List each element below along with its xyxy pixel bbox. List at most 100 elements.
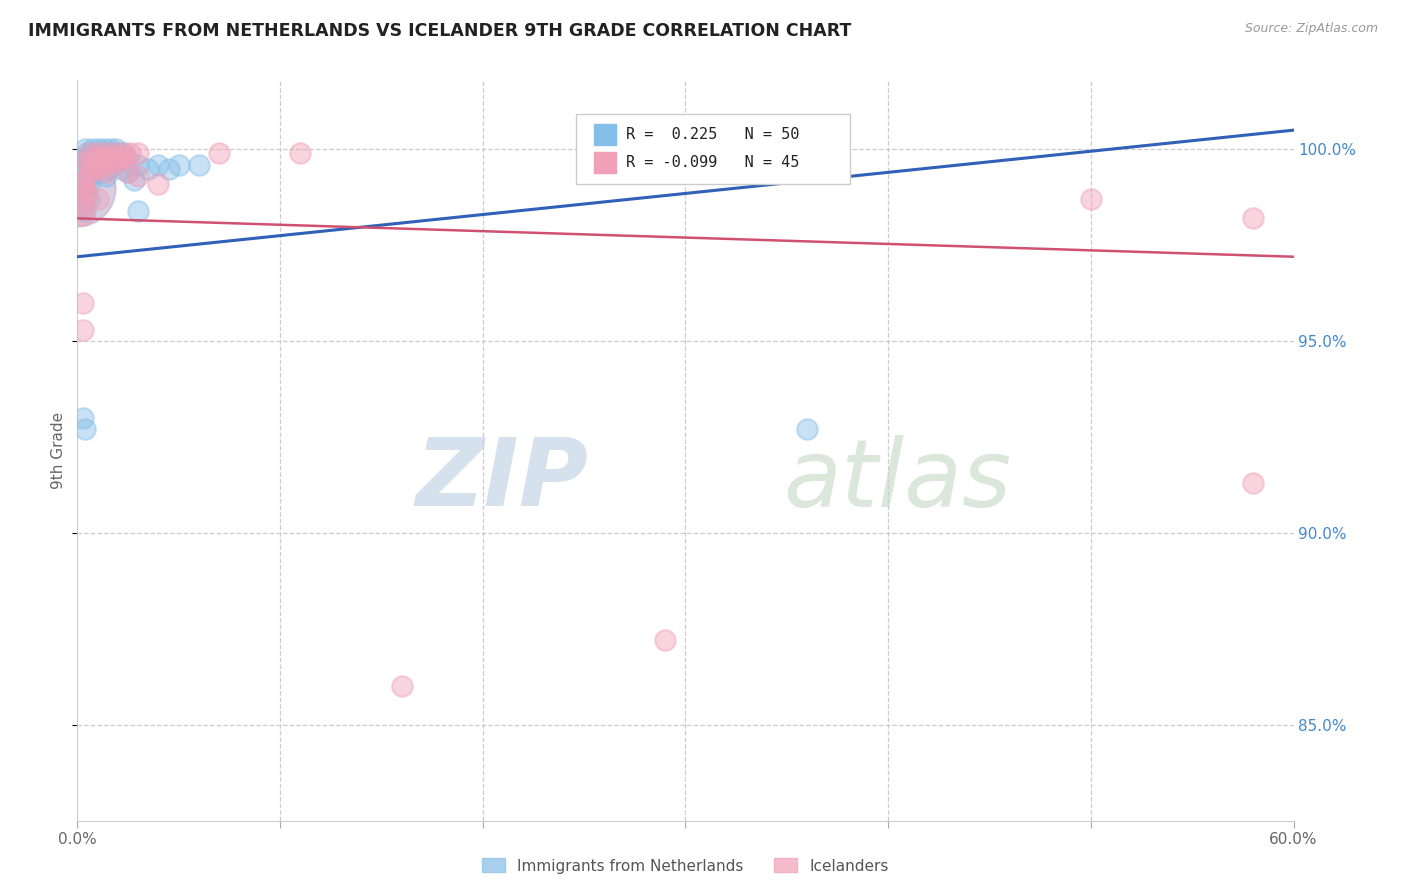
Point	[111, 161, 134, 176]
Point	[101, 153, 124, 168]
Point	[86, 146, 108, 161]
Point	[76, 153, 98, 168]
Point	[111, 146, 134, 161]
Point	[83, 146, 105, 161]
Point	[79, 169, 101, 184]
Point	[136, 161, 159, 176]
Point	[79, 165, 101, 179]
Point	[79, 146, 101, 161]
Point	[75, 142, 97, 156]
Point	[107, 150, 129, 164]
Point	[90, 165, 112, 179]
Point	[107, 153, 129, 168]
Point	[1241, 211, 1264, 226]
Legend: Immigrants from Netherlands, Icelanders: Immigrants from Netherlands, Icelanders	[477, 853, 894, 880]
Point	[117, 165, 139, 179]
Point	[75, 203, 97, 218]
Point	[117, 153, 139, 168]
Point	[101, 146, 124, 161]
Point	[97, 150, 120, 164]
Point	[84, 150, 107, 164]
Text: atlas: atlas	[783, 434, 1011, 525]
Point	[98, 150, 121, 164]
Point	[72, 200, 94, 214]
Point	[94, 165, 117, 179]
Point	[83, 165, 105, 179]
Point	[103, 158, 125, 172]
Text: ZIP: ZIP	[415, 434, 588, 526]
Point	[148, 177, 170, 191]
Point	[90, 150, 112, 164]
Point	[76, 146, 98, 161]
Point	[76, 188, 98, 202]
Point	[104, 142, 127, 156]
Point	[90, 150, 112, 164]
Point	[122, 173, 145, 187]
Point	[94, 146, 117, 161]
Point	[208, 146, 231, 161]
Point	[98, 142, 121, 156]
Point	[1080, 192, 1102, 206]
Point	[86, 142, 108, 156]
Point	[79, 192, 101, 206]
Point	[72, 323, 94, 337]
Point	[72, 177, 94, 191]
Point	[86, 158, 108, 172]
Point	[72, 295, 94, 310]
Point	[117, 165, 139, 179]
Point	[290, 146, 312, 161]
Point	[103, 150, 125, 164]
Point	[79, 177, 101, 191]
Point	[127, 203, 149, 218]
Point	[94, 169, 117, 184]
Point	[80, 142, 103, 156]
Point	[90, 153, 112, 168]
Point	[83, 150, 105, 164]
Point	[796, 422, 818, 436]
Point	[97, 161, 120, 176]
Text: R = -0.099   N = 45: R = -0.099 N = 45	[626, 155, 799, 170]
Point	[84, 153, 107, 168]
Point	[127, 158, 149, 172]
Point	[80, 158, 103, 172]
Point	[66, 180, 89, 194]
Point	[86, 158, 108, 172]
Point	[72, 185, 94, 199]
Point	[83, 161, 105, 176]
Point	[1241, 476, 1264, 491]
Point	[75, 200, 97, 214]
FancyBboxPatch shape	[595, 124, 616, 145]
Point	[94, 146, 117, 161]
Point	[76, 153, 98, 168]
Point	[75, 173, 97, 187]
Point	[127, 169, 149, 184]
Point	[391, 679, 413, 693]
Point	[188, 158, 211, 172]
Point	[148, 158, 170, 172]
Point	[72, 196, 94, 211]
Point	[75, 422, 97, 436]
Point	[76, 161, 98, 176]
Point	[118, 146, 141, 161]
Y-axis label: 9th Grade: 9th Grade	[51, 412, 66, 489]
Point	[93, 153, 115, 168]
Point	[93, 142, 115, 156]
Point	[94, 158, 117, 172]
Text: IMMIGRANTS FROM NETHERLANDS VS ICELANDER 9TH GRADE CORRELATION CHART: IMMIGRANTS FROM NETHERLANDS VS ICELANDER…	[28, 22, 852, 40]
Point	[167, 158, 190, 172]
Point	[75, 188, 97, 202]
Point	[83, 153, 105, 168]
Point	[86, 192, 108, 206]
Point	[66, 180, 89, 194]
Point	[79, 158, 101, 172]
Point	[107, 146, 129, 161]
Point	[112, 146, 135, 161]
Point	[75, 173, 97, 187]
Text: R =  0.225   N = 50: R = 0.225 N = 50	[626, 127, 799, 142]
Text: Source: ZipAtlas.com: Source: ZipAtlas.com	[1244, 22, 1378, 36]
FancyBboxPatch shape	[576, 113, 849, 184]
Point	[157, 161, 180, 176]
Point	[75, 180, 97, 194]
Point	[115, 150, 138, 164]
Point	[103, 146, 125, 161]
